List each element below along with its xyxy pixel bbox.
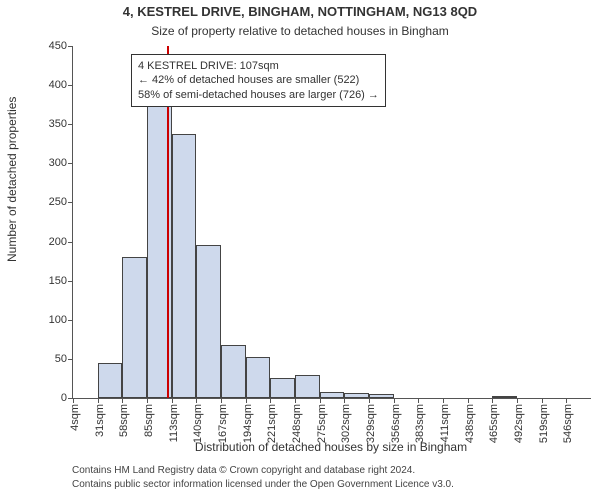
xtick-label: 438sqm (464, 404, 476, 443)
xtick-mark (443, 398, 444, 403)
ytick-label: 100 (49, 314, 67, 326)
xtick-mark (468, 398, 469, 403)
plot-area: 4 KESTREL DRIVE: 107sqm ← 42% of detache… (72, 46, 591, 399)
xtick-mark (492, 398, 493, 403)
histogram-bar (122, 257, 147, 398)
xtick-label: 113sqm (168, 404, 180, 442)
xtick-mark (566, 398, 567, 403)
xtick-label: 140sqm (192, 404, 204, 443)
xtick-label: 221sqm (266, 404, 278, 443)
ytick-mark (68, 242, 73, 243)
xtick-label: 58sqm (118, 404, 130, 437)
xtick-mark (394, 398, 395, 403)
xtick-label: 383sqm (414, 404, 426, 443)
xtick-mark (270, 398, 271, 403)
info-line-1: 4 KESTREL DRIVE: 107sqm (138, 59, 379, 73)
xtick-mark (542, 398, 543, 403)
y-axis-label: Number of detached properties (5, 238, 19, 262)
ytick-label: 0 (61, 392, 67, 404)
ytick-label: 50 (55, 353, 67, 365)
caption-line-1: Contains HM Land Registry data © Crown c… (72, 465, 590, 476)
xtick-mark (517, 398, 518, 403)
ytick-label: 450 (49, 40, 67, 52)
info-line-2: ← 42% of detached houses are smaller (52… (138, 73, 379, 87)
xtick-label: 465sqm (488, 404, 500, 443)
xtick-mark (172, 398, 173, 403)
ytick-label: 150 (49, 275, 67, 287)
xtick-label: 31sqm (94, 404, 106, 437)
xtick-label: 167sqm (217, 404, 229, 443)
histogram-bar (320, 392, 345, 398)
xtick-mark (147, 398, 148, 403)
ytick-mark (68, 281, 73, 282)
xtick-mark (369, 398, 370, 403)
info-line-3: 58% of semi-detached houses are larger (… (138, 88, 379, 102)
xtick-mark (122, 398, 123, 403)
xtick-label: 356sqm (390, 404, 402, 443)
xtick-label: 194sqm (242, 404, 254, 443)
ytick-mark (68, 124, 73, 125)
xtick-mark (98, 398, 99, 403)
histogram-bar (270, 378, 295, 398)
ytick-label: 350 (49, 118, 67, 130)
caption-line-2: Contains public sector information licen… (72, 479, 590, 490)
xtick-mark (221, 398, 222, 403)
ytick-mark (68, 163, 73, 164)
xtick-mark (344, 398, 345, 403)
ytick-label: 400 (49, 79, 67, 91)
info-box: 4 KESTREL DRIVE: 107sqm ← 42% of detache… (131, 54, 386, 107)
histogram-bar (172, 134, 197, 398)
xtick-label: 519sqm (538, 404, 550, 443)
xtick-label: 411sqm (439, 404, 451, 442)
ytick-mark (68, 46, 73, 47)
ytick-mark (68, 85, 73, 86)
histogram-bar (221, 345, 246, 398)
chart-subtitle: Size of property relative to detached ho… (0, 24, 600, 38)
xtick-label: 275sqm (316, 404, 328, 443)
ytick-mark (68, 359, 73, 360)
xtick-label: 546sqm (562, 404, 574, 443)
xtick-mark (73, 398, 74, 403)
x-axis-label: Distribution of detached houses by size … (72, 440, 590, 454)
xtick-label: 85sqm (143, 404, 155, 437)
xtick-mark (320, 398, 321, 403)
xtick-mark (196, 398, 197, 403)
xtick-mark (295, 398, 296, 403)
histogram-bar (196, 245, 221, 398)
ytick-mark (68, 202, 73, 203)
xtick-mark (418, 398, 419, 403)
ytick-label: 300 (49, 157, 67, 169)
histogram-bar (369, 394, 394, 398)
xtick-label: 248sqm (291, 404, 303, 443)
histogram-bar (246, 357, 271, 398)
histogram-bar (98, 363, 123, 398)
histogram-bar (344, 393, 369, 398)
xtick-label: 4sqm (69, 404, 81, 431)
xtick-mark (246, 398, 247, 403)
xtick-label: 302sqm (340, 404, 352, 443)
ytick-label: 250 (49, 196, 67, 208)
xtick-label: 492sqm (513, 404, 525, 443)
xtick-label: 329sqm (365, 404, 377, 443)
histogram-bar (492, 396, 517, 398)
chart-title: 4, KESTREL DRIVE, BINGHAM, NOTTINGHAM, N… (0, 4, 600, 19)
histogram-bar (295, 375, 320, 398)
ytick-label: 200 (49, 236, 67, 248)
ytick-mark (68, 320, 73, 321)
